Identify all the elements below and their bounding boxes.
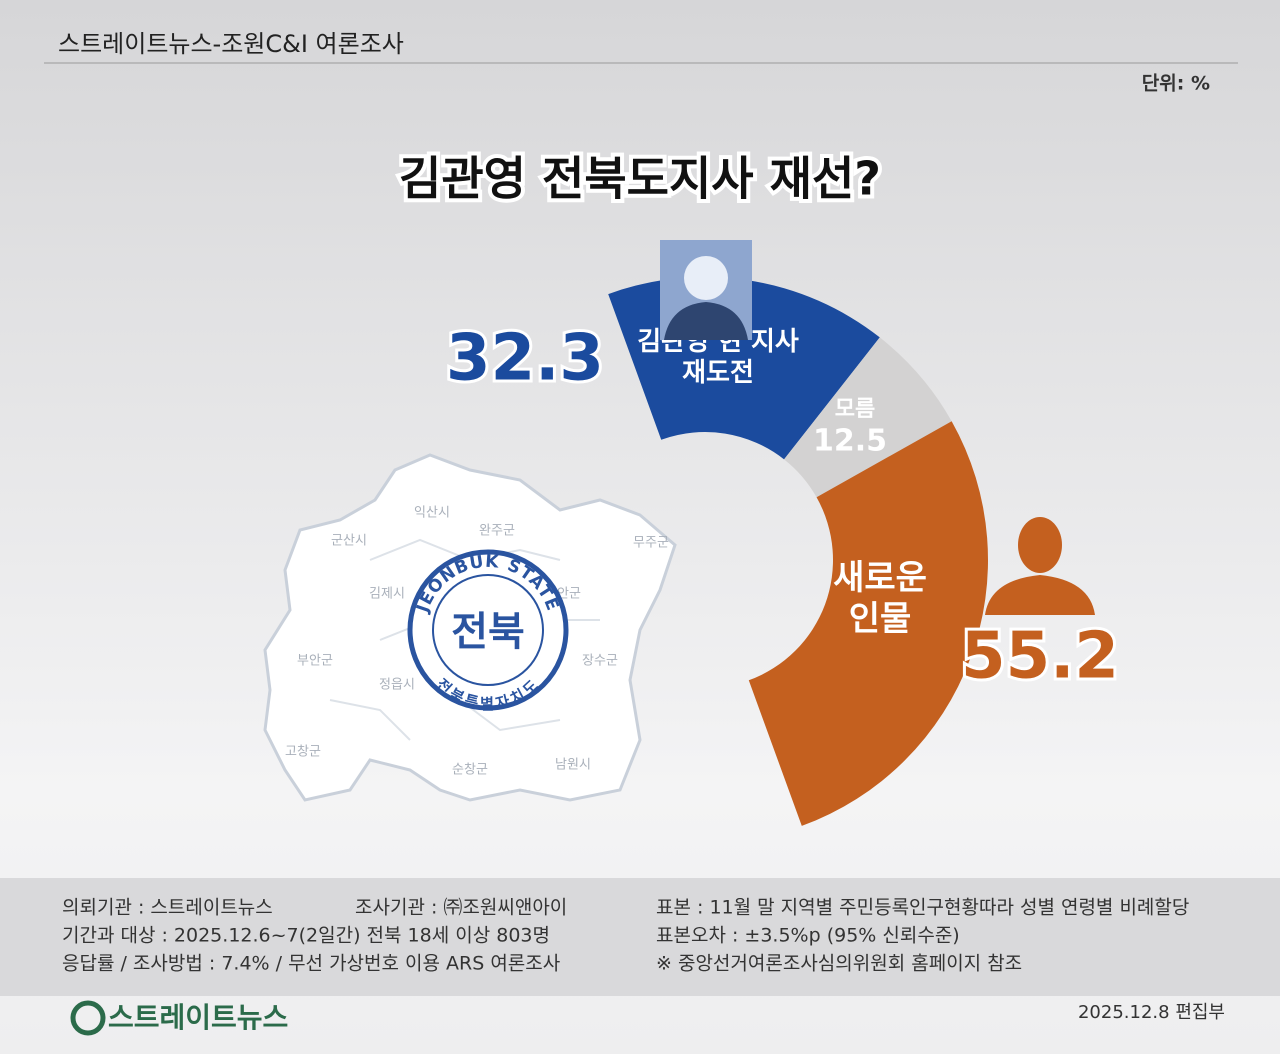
silhouette	[985, 517, 1095, 615]
brand-icon	[70, 1000, 106, 1036]
map-label: 순창군	[452, 763, 488, 778]
portrait-head	[684, 256, 728, 300]
silhouette-body	[985, 575, 1095, 615]
map-label: 장수군	[582, 654, 618, 669]
portrait-body	[664, 302, 748, 340]
segment-label: 모름	[835, 397, 875, 422]
map-label: 완주군	[479, 524, 515, 539]
value-label: 55.2	[961, 620, 1119, 694]
source: 스트레이트뉴스-조원C&I 여론조사	[58, 30, 404, 58]
footer-text: 의뢰기관 : 스트레이트뉴스	[62, 897, 273, 919]
value-label: 12.5	[813, 424, 887, 459]
map-label: 고창군	[285, 745, 321, 760]
footer-text: ※ 중앙선거여론조사심의위원회 홈페이지 참조	[656, 953, 1022, 975]
unit: 단위: %	[1142, 73, 1210, 95]
portrait	[660, 240, 752, 340]
segment-label: 인물	[849, 599, 912, 639]
footer-text: 표본 : 11월 말 지역별 주민등록인구현황따라 성별 연령별 비례할당	[656, 897, 1189, 919]
footer-text: 기간과 대상 : 2025.12.6~7(2일간) 전북 18세 이상 803명	[62, 925, 550, 947]
map-label: 김제시	[369, 587, 405, 602]
map: 익산시완주군군산시무주군김제시전주시진안군부안군장수군정읍시고창군순창군남원시 …	[263, 453, 677, 802]
brand: 스트레이트뉴스	[108, 1001, 288, 1034]
value-label: 32.3	[446, 322, 604, 396]
footer-text: 조사기관 : ㈜조원씨앤아이	[355, 897, 567, 919]
footer-text: 표본오차 : ±3.5%p (95% 신뢰수준)	[656, 925, 960, 947]
footer-band	[0, 878, 1280, 996]
logo-center: 전북	[451, 609, 525, 655]
map-label: 군산시	[331, 534, 367, 549]
segment-label: 재도전	[682, 358, 754, 388]
silhouette-head	[1018, 517, 1062, 573]
donut-segment	[784, 337, 952, 498]
map-label: 무주군	[633, 536, 669, 551]
logo-inner	[432, 574, 544, 686]
map-label: 남원시	[555, 758, 591, 773]
date: 2025.12.8 편집부	[1078, 1002, 1225, 1023]
map-label: 부안군	[297, 654, 333, 669]
map-label: 정읍시	[379, 678, 415, 693]
footer-text: 응답률 / 조사방법 : 7.4% / 무선 가상번호 이용 ARS 여론조사	[62, 953, 560, 975]
chart-title: 김관영 전북도지사 재선?	[399, 152, 881, 206]
donut-segment	[748, 421, 989, 826]
map-label: 익산시	[414, 506, 450, 521]
segment-label: 새로운	[833, 558, 927, 598]
